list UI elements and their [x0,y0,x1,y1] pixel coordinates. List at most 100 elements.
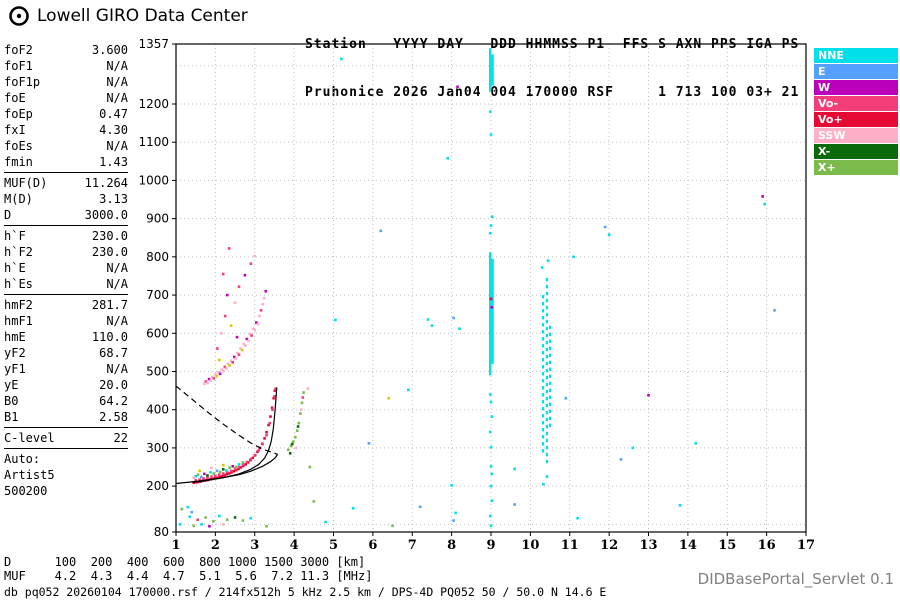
svg-text:15: 15 [718,538,736,553]
param-label: Auto: [4,452,41,466]
svg-text:11: 11 [561,538,579,553]
param-label: 500200 [4,484,48,498]
profile-line-topside-profile [175,385,278,455]
param-row-foF2: foF2 3.600 [4,42,128,58]
param-label: MUF(D) [4,176,48,190]
app-title: Lowell GIRO Data Center [37,6,248,26]
param-row-h-F: h`F 230.0 [4,228,128,244]
svg-text:17: 17 [797,538,815,553]
param-label: h`F2 [4,245,33,259]
param-row-fxI: fxI 4.30 [4,122,128,138]
param-label: B1 [4,410,19,424]
param-row-Artist5: Artist5 [4,467,128,483]
param-row-hmF1: hmF1 N/A [4,313,128,329]
param-row-h-Es: h`Es N/A [4,276,128,292]
param-row-MUF-D-: MUF(D) 11.264 [4,175,128,191]
svg-text:13: 13 [639,538,657,553]
svg-text:700: 700 [146,288,169,302]
param-row-hmF2: hmF2 281.7 [4,297,128,313]
legend-item-SSW: SSW [814,128,898,143]
param-value: 2.58 [99,410,128,424]
param-value: N/A [106,362,128,376]
param-row-foF1: foF1 N/A [4,58,128,74]
param-label: foE [4,91,26,105]
param-group: h`F 230.0 h`F2 230.0 h`E N/A h`Es N/A [4,225,128,294]
svg-text:200: 200 [146,479,169,493]
param-value: 3.600 [91,43,128,57]
param-value: 64.2 [99,394,128,408]
param-label: foEp [4,107,33,121]
param-value: N/A [106,314,128,328]
distance-muf-table: D 100 200 400 600 800 1000 1500 3000 [km… [4,555,372,583]
param-label: foEs [4,139,33,153]
brand: Lowell GIRO Data Center [8,5,248,27]
svg-text:800: 800 [146,250,169,264]
param-value: 22 [113,431,128,445]
param-label: C-level [4,431,55,445]
axes: 1 2 3 4 5 6 7 8 9 10 11 12 13 14 15 16 17135712001100100… [138,37,815,553]
param-label: Artist5 [4,468,55,482]
svg-text:2: 2 [211,538,220,553]
table-row-MUF: MUF 4.2 4.3 4.4 4.7 5.1 5.6 7.2 11.3 [MH… [4,569,373,583]
param-row-fmin: fmin 1.43 [4,154,128,170]
legend-item-NNE: NNE [814,48,898,63]
svg-text:1357: 1357 [138,37,169,51]
svg-text:400: 400 [146,403,169,417]
param-label: h`F [4,229,26,243]
svg-text:8: 8 [447,538,456,553]
svg-text:1200: 1200 [138,97,169,111]
param-row-h-F2: h`F2 230.0 [4,244,128,260]
parameter-panel: foF2 3.600 foF1 N/A foF1p N/A foE N/A foEp 0.47 fx… [4,40,128,501]
param-value: 3.13 [99,192,128,206]
svg-text:80: 80 [154,525,169,539]
param-value: N/A [106,139,128,153]
status-line: db pq052 20260104 170000.rsf / 214fx512h… [4,585,607,599]
param-value: 4.30 [99,123,128,137]
param-value: N/A [106,277,128,291]
param-value: 11.264 [84,176,128,190]
table-row-D: D 100 200 400 600 800 1000 1500 3000 [km… [4,555,366,569]
param-value: N/A [106,91,128,105]
param-label: yF2 [4,346,26,360]
legend-item-Vo+: Vo+ [814,112,898,127]
param-row-hmE: hmE 110.0 [4,329,128,345]
servlet-version-label: DIDBasePortal_Servlet 0.1 [697,570,894,588]
param-label: yE [4,378,19,392]
svg-text:7: 7 [408,538,417,553]
giro-logo-icon [9,6,29,26]
svg-text:500: 500 [146,364,169,378]
param-label: foF1 [4,59,33,73]
legend-item-E: E [814,64,898,79]
param-value: N/A [106,75,128,89]
svg-text:9: 9 [486,538,495,553]
param-row-yE: yE 20.0 [4,377,128,393]
param-label: fmin [4,155,33,169]
auto-scaler-block: Auto: Artist5 500200 [4,448,128,501]
param-value: 230.0 [91,229,128,243]
grid [176,44,806,532]
profile-line-trace-fit [192,387,278,483]
legend-item-Vo-: Vo- [814,96,898,111]
param-row-yF1: yF1 N/A [4,361,128,377]
param-label: hmF2 [4,298,33,312]
param-label: yF1 [4,362,26,376]
legend-item-W: W [814,80,898,95]
param-value: N/A [106,59,128,73]
param-value: 110.0 [91,330,128,344]
svg-text:600: 600 [146,326,169,340]
svg-text:1000: 1000 [138,173,169,187]
station-header-row: Station YYYY DAY DDD HHMMSS P1 FFS S AXN… [305,37,800,52]
param-value: 20.0 [99,378,128,392]
svg-text:900: 900 [146,212,169,226]
param-row-B0: B0 64.2 [4,393,128,409]
param-value: 230.0 [91,245,128,259]
param-label: hmF1 [4,314,33,328]
profile-line-bottomside-profile [175,454,279,485]
svg-text:12: 12 [600,538,618,553]
param-group: C-level 22 [4,427,128,448]
interference-columns [489,48,552,464]
station-info: Station YYYY DAY DDD HHMMSS P1 FFS S AXN… [305,5,799,117]
param-label: h`E [4,261,26,275]
